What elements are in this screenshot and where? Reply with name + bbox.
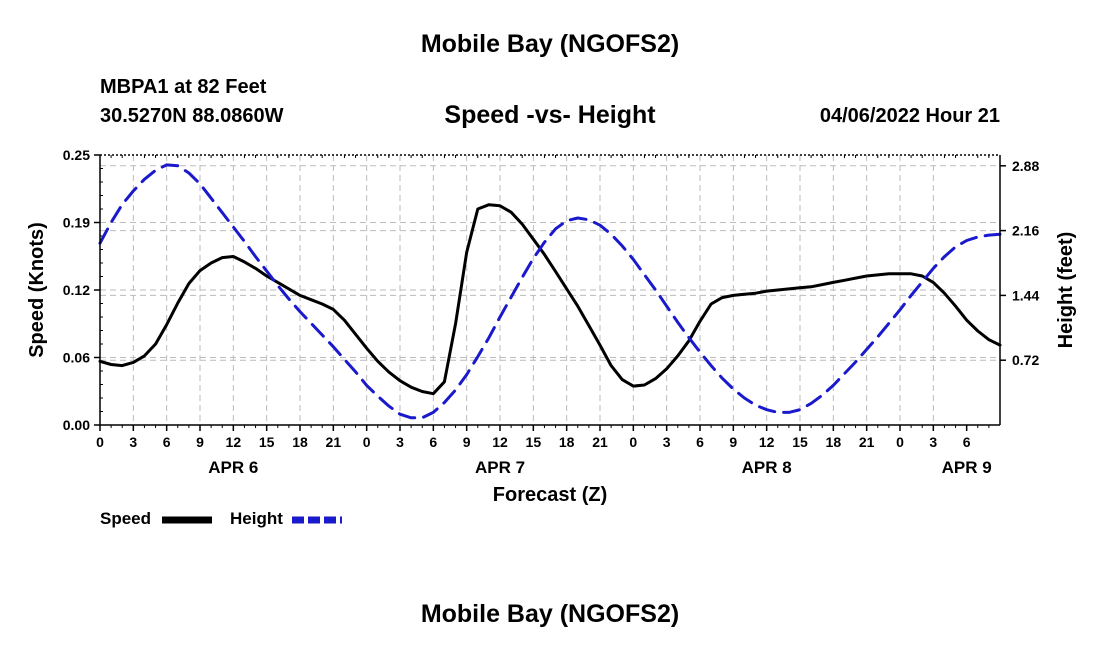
page-title: Mobile Bay (NGOFS2) — [420, 30, 680, 58]
x-tick-label: 6 — [429, 434, 437, 450]
y-tick-label: 0.06 — [63, 350, 90, 366]
y-tick-label: 0.00 — [63, 417, 90, 433]
date-label: APR 6 — [208, 458, 258, 477]
y2-axis-title: Height (feet) — [1055, 232, 1077, 349]
x-tick-label: 0 — [629, 434, 637, 450]
date-label: APR 9 — [942, 458, 992, 477]
timestamp-label: 04/06/2022 Hour 21 — [819, 105, 1000, 127]
y-tick-label: 0.12 — [63, 282, 90, 298]
x-tick-label: 3 — [396, 434, 404, 450]
speed-height-chart: 0 3 6 9 12 15 18 21 0 3 6 9 12 15 18 21 0 3 6 9 12 15 18 21 0 3 6 0… — [26, 147, 1077, 524]
y2-tick-label: 2.16 — [1012, 223, 1039, 239]
y2-tick-label: 2.88 — [1012, 158, 1039, 174]
x-tick-label: 12 — [759, 434, 775, 450]
chart-title: Speed -vs- Height — [444, 101, 656, 129]
x-tick-label: 12 — [492, 434, 508, 450]
x-tick-label: 9 — [463, 434, 471, 450]
x-tick-label: 6 — [163, 434, 171, 450]
x-tick-label: 0 — [896, 434, 904, 450]
x-tick-label: 15 — [792, 434, 808, 450]
x-tick-label: 0 — [363, 434, 371, 450]
x-tick-label: 21 — [592, 434, 608, 450]
date-label: APR 7 — [475, 458, 525, 477]
x-tick-label: 6 — [963, 434, 971, 450]
y2-tick-label: 0.72 — [1012, 352, 1039, 368]
x-tick-label: 3 — [129, 434, 137, 450]
x-tick-label: 18 — [826, 434, 842, 450]
x-tick-label: 21 — [326, 434, 342, 450]
coordinates-label: 30.5270N 88.0860W — [100, 105, 284, 127]
date-label: APR 8 — [742, 458, 792, 477]
footer-title: Mobile Bay (NGOFS2) — [420, 600, 680, 628]
x-tick-label: 21 — [859, 434, 875, 450]
station-label: MBPA1 at 82 Feet — [100, 76, 267, 98]
x-tick-label: 9 — [196, 434, 204, 450]
legend-speed-label: Speed — [100, 509, 152, 528]
y-tick-label: 0.19 — [63, 215, 90, 231]
x-tick-label: 9 — [729, 434, 737, 450]
x-tick-label: 6 — [696, 434, 704, 450]
y-axis-title: Speed (Knots) — [26, 222, 48, 358]
x-tick-label: 0 — [96, 434, 104, 450]
x-tick-label: 12 — [226, 434, 242, 450]
x-tick-label: 3 — [663, 434, 671, 450]
x-tick-label: 3 — [929, 434, 937, 450]
x-tick-label: 18 — [292, 434, 308, 450]
x-axis-title: Forecast (Z) — [493, 484, 607, 506]
y2-tick-label: 1.44 — [1012, 287, 1039, 303]
legend-height-label: Height — [230, 509, 283, 528]
height-series-line — [98, 163, 1002, 420]
x-tick-label: 18 — [559, 434, 575, 450]
speed-series-line — [98, 203, 1002, 396]
x-tick-label: 15 — [259, 434, 275, 450]
x-tick-label: 15 — [526, 434, 542, 450]
y-tick-label: 0.25 — [63, 147, 90, 163]
